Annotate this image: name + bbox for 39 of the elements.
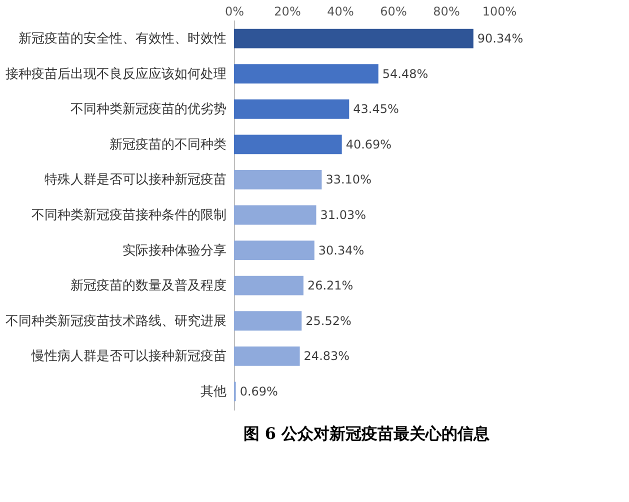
data-label: 90.34% bbox=[477, 32, 524, 46]
y-tick-label: 新冠疫苗的不同种类 bbox=[110, 137, 226, 152]
data-label: 26.21% bbox=[307, 278, 354, 293]
bar bbox=[234, 64, 378, 84]
x-tick-label: 40% bbox=[327, 4, 354, 18]
y-tick-label: 新冠疫苗的安全性、有效性、时效性 bbox=[18, 30, 226, 47]
data-label: 24.83% bbox=[304, 349, 350, 364]
data-label: 33.10% bbox=[326, 172, 372, 187]
bar bbox=[234, 205, 316, 225]
data-label: 40.69% bbox=[346, 137, 392, 152]
y-tick-label: 不同种类新冠疫苗的优劣势 bbox=[70, 102, 226, 118]
data-label: 30.34% bbox=[318, 243, 364, 258]
data-label: 54.48% bbox=[382, 66, 428, 81]
bar bbox=[234, 276, 304, 296]
y-tick-label: 不同种类新冠疫苗接种条件的限制 bbox=[32, 208, 226, 223]
bar bbox=[234, 311, 302, 331]
data-label: 0.69% bbox=[240, 384, 278, 398]
bar bbox=[234, 346, 300, 366]
y-tick-label: 新冠疫苗的数量及普及程度 bbox=[70, 278, 226, 294]
bar bbox=[234, 99, 350, 119]
data-label: 43.45% bbox=[353, 102, 399, 116]
y-tick-label: 慢性病人群是否可以接种新冠疫苗 bbox=[30, 349, 226, 364]
x-tick-label: 80% bbox=[433, 4, 460, 18]
y-tick-label: 实际接种体验分享 bbox=[122, 242, 226, 258]
data-label: 25.52% bbox=[306, 314, 352, 328]
bar bbox=[234, 240, 314, 260]
y-tick-label: 接种疫苗后出现不良反应应该如何处理 bbox=[6, 66, 226, 82]
y-tick-label: 不同种类新冠疫苗技术路线、研究进展 bbox=[6, 314, 226, 329]
y-tick-label: 特殊人群是否可以接种新冠疫苗 bbox=[44, 172, 226, 188]
bar bbox=[234, 170, 322, 190]
x-tick-label: 60% bbox=[380, 4, 407, 18]
y-tick-label: 其他 bbox=[200, 384, 226, 400]
x-tick-label: 20% bbox=[274, 4, 301, 18]
data-label: 31.03% bbox=[320, 208, 366, 222]
bar bbox=[234, 28, 474, 48]
bar bbox=[234, 134, 342, 154]
x-tick-label: 0% bbox=[224, 4, 244, 18]
text: 图 6 公众对新冠疫苗最关心的信息 bbox=[243, 424, 491, 443]
x-tick-label: 100% bbox=[482, 4, 517, 18]
